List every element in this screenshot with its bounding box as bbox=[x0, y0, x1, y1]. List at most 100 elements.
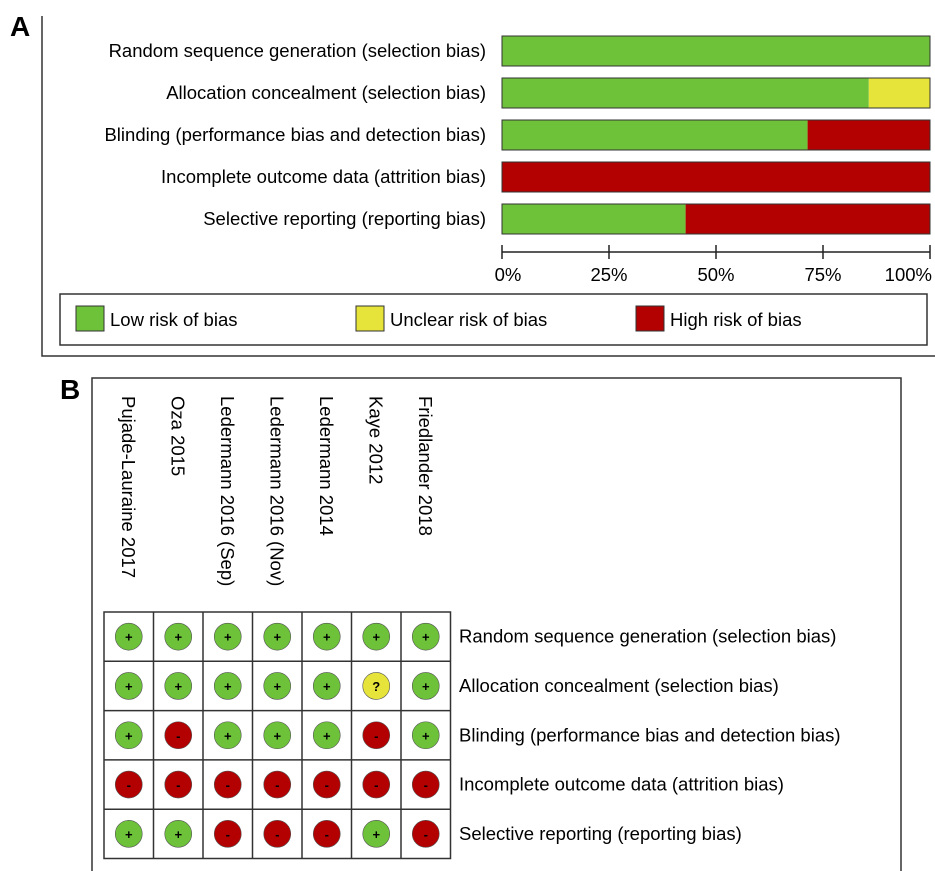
judgement-symbol-4-7: - bbox=[424, 778, 428, 793]
x-axis: 0% 25% 50% 75% 100% bbox=[495, 245, 932, 285]
judgement-symbol-1-5: + bbox=[323, 630, 331, 645]
judgement-dot-2-1 bbox=[114, 672, 143, 700]
judgement-dot-4-4 bbox=[263, 770, 292, 799]
judgement-symbol-2-4: + bbox=[273, 679, 281, 694]
bar-segment-low-risk-of-bias-5 bbox=[502, 204, 686, 234]
judgement-symbol-4-4: - bbox=[275, 778, 279, 793]
judgement-dot-2-7 bbox=[411, 672, 440, 700]
study-label-ledermann-2016-sep: Ledermann 2016 (Sep) bbox=[217, 396, 238, 586]
bar-outline-1 bbox=[501, 35, 931, 67]
judgement-symbol-4-3: - bbox=[226, 778, 230, 793]
judgement-symbol-3-6: - bbox=[374, 728, 378, 743]
domain-label-incomplete-outcome-data-attrition-bias: Incomplete outcome data (attrition bias) bbox=[459, 774, 784, 795]
judgement-dot-4-3 bbox=[213, 770, 242, 799]
judgement-dot-5-5 bbox=[312, 820, 341, 848]
study-label-kaye-2012: Kaye 2012 bbox=[365, 396, 386, 484]
judgement-dot-1-4 bbox=[263, 622, 292, 651]
judgement-symbol-2-5: + bbox=[323, 679, 331, 694]
bar-label-random-sequence-generation-selection-bias: Random sequence generation (selection bi… bbox=[109, 40, 486, 61]
x-tick-label-3: 50% bbox=[697, 264, 734, 285]
legend-swatch-high-risk-of-bias bbox=[635, 305, 665, 332]
study-label-ledermann-2016-nov: Ledermann 2016 (Nov) bbox=[266, 396, 287, 586]
judgement-dot-5-3 bbox=[213, 820, 242, 848]
panel-a-frame bbox=[41, 16, 935, 357]
judgement-dot-3-2 bbox=[164, 721, 193, 750]
judgement-symbol-1-6: + bbox=[372, 630, 380, 645]
judgement-dot-4-2 bbox=[164, 770, 193, 799]
judgement-symbol-5-5: - bbox=[325, 827, 329, 842]
judgement-symbol-5-2: + bbox=[174, 827, 182, 842]
bar-segment-low-risk-of-bias-1 bbox=[502, 36, 930, 66]
judgement-symbol-5-4: - bbox=[275, 827, 279, 842]
judgement-symbol-1-7: + bbox=[422, 630, 430, 645]
judgement-dot-1-2 bbox=[164, 622, 193, 651]
judgement-dot-2-4 bbox=[263, 672, 292, 700]
judgement-dot-4-1 bbox=[114, 770, 143, 799]
judgement-symbol-3-4: + bbox=[273, 728, 281, 743]
judgement-symbol-5-7: - bbox=[424, 827, 428, 842]
judgement-symbol-4-6: - bbox=[374, 778, 378, 793]
judgement-dot-5-6 bbox=[362, 820, 391, 848]
judgement-dot-2-3 bbox=[213, 672, 242, 700]
legend-swatch-unclear-risk-of-bias bbox=[355, 305, 385, 332]
bar-segment-high-risk-of-bias-5 bbox=[685, 204, 930, 234]
domain-label-random-sequence-generation-selection-bias: Random sequence generation (selection bi… bbox=[459, 626, 836, 647]
judgement-dot-4-7 bbox=[411, 770, 440, 799]
legend-swatch-low-risk-of-bias bbox=[75, 305, 105, 332]
judgement-symbol-2-3: + bbox=[224, 679, 232, 694]
x-tick-label-4: 75% bbox=[804, 264, 841, 285]
bar-outline-4 bbox=[501, 161, 931, 193]
study-label-ledermann-2014: Ledermann 2014 bbox=[316, 396, 337, 536]
legend-label-high-risk-of-bias: High risk of bias bbox=[670, 309, 802, 330]
judgement-symbol-5-1: + bbox=[125, 827, 133, 842]
judgement-dot-1-1 bbox=[114, 622, 143, 651]
judgement-dot-2-5 bbox=[312, 672, 341, 700]
legend-label-low-risk-of-bias: Low risk of bias bbox=[110, 309, 238, 330]
judgement-symbol-3-1: + bbox=[125, 728, 133, 743]
judgement-symbol-2-2: + bbox=[174, 679, 182, 694]
judgement-grid: + + + + + + + + + + + +? + + - + + + - + - - - - - - - + + - - - + - bbox=[103, 611, 452, 860]
panel-b-letter: B bbox=[60, 374, 80, 405]
judgement-dot-5-2 bbox=[164, 820, 193, 848]
x-tick-label-5: 100% bbox=[885, 264, 932, 285]
judgement-dot-5-4 bbox=[263, 820, 292, 848]
domain-labels: Random sequence generation (selection bi… bbox=[459, 626, 841, 844]
stacked-bars bbox=[501, 35, 931, 235]
judgement-symbol-1-4: + bbox=[273, 630, 281, 645]
bar-label-selective-reporting-reporting-bias: Selective reporting (reporting bias) bbox=[203, 208, 486, 229]
judgement-symbol-1-2: + bbox=[174, 630, 182, 645]
judgement-dot-5-7 bbox=[411, 820, 440, 848]
bar-label-incomplete-outcome-data-attrition-bias: Incomplete outcome data (attrition bias) bbox=[161, 166, 486, 187]
bar-outline-5 bbox=[501, 203, 931, 235]
judgement-symbol-4-1: - bbox=[127, 778, 131, 793]
judgement-dot-4-5 bbox=[312, 770, 341, 799]
judgement-dot-1-6 bbox=[362, 622, 391, 651]
judgement-symbol-3-7: + bbox=[422, 728, 430, 743]
study-labels: Pujade-Lauraine 2017 Oza 2015 Ledermann 20… bbox=[118, 396, 436, 586]
judgement-symbol-1-3: + bbox=[224, 630, 232, 645]
study-label-oza-2015: Oza 2015 bbox=[167, 396, 188, 476]
study-label-pujade-lauraine-2017: Pujade-Lauraine 2017 bbox=[118, 396, 139, 578]
panel-a-letter: A bbox=[10, 11, 30, 42]
judgement-dot-3-3 bbox=[213, 721, 242, 750]
bar-category-labels: Random sequence generation (selection bi… bbox=[104, 40, 486, 229]
bar-segment-high-risk-of-bias-3 bbox=[807, 120, 930, 150]
x-tick-label-1: 0% bbox=[495, 264, 522, 285]
judgement-dot-3-5 bbox=[312, 721, 341, 750]
bar-segment-low-risk-of-bias-2 bbox=[502, 78, 869, 108]
legend-box bbox=[59, 293, 928, 346]
bar-label-allocation-concealment-selection-bias: Allocation concealment (selection bias) bbox=[166, 82, 486, 103]
bar-outline-2 bbox=[501, 77, 931, 109]
panel-b-risk-graph-table: Pujade-Lauraine 2017 Oza 2015 Ledermann 20… bbox=[91, 377, 902, 871]
judgement-symbol-4-5: - bbox=[325, 778, 329, 793]
bar-segment-unclear-risk-of-bias-2 bbox=[868, 78, 930, 108]
judgement-dot-4-6 bbox=[362, 770, 391, 799]
bar-segment-high-risk-of-bias-4 bbox=[502, 162, 930, 192]
bar-segment-low-risk-of-bias-3 bbox=[502, 120, 808, 150]
judgement-dot-2-6 bbox=[362, 672, 391, 700]
panel-a-risk-summary-chart: Random sequence generation (selection bi… bbox=[41, 16, 935, 357]
domain-label-blinding-performance-bias-and-detection-bias: Blinding (performance bias and detection… bbox=[459, 724, 841, 745]
legend: Low risk of bias Unclear risk of bias High… bbox=[59, 293, 928, 346]
judgement-symbol-5-3: - bbox=[226, 827, 230, 842]
